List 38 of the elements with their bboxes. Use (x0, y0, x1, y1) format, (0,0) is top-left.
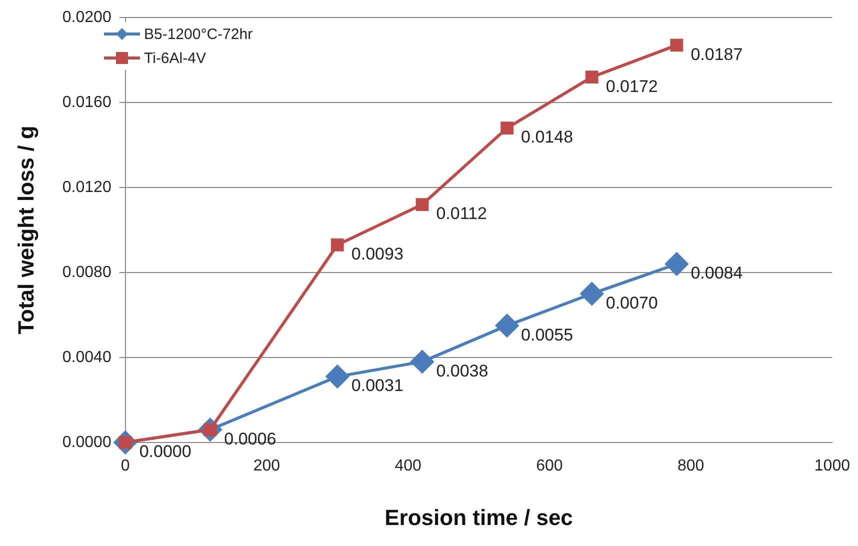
legend-label: B5-1200°C-72hr (144, 26, 253, 42)
x-tick-label: 0 (120, 457, 130, 474)
y-tick-label: 0.0080 (62, 264, 112, 281)
point (585, 70, 598, 84)
data-label: 0.0093 (351, 244, 404, 264)
x-tick-label: 200 (253, 457, 280, 474)
data-label: 0.0038 (436, 361, 488, 380)
point (670, 38, 684, 52)
data-label: 0.0112 (436, 204, 487, 224)
x-tick-label: 1000 (814, 457, 850, 474)
data-label: 0.0084 (690, 264, 743, 283)
point (496, 314, 519, 338)
y-tick-label: 0.0120 (62, 178, 112, 196)
data-label: 0.0172 (606, 76, 658, 96)
legend-label: Ti-6Al-4V (144, 50, 206, 66)
point (580, 282, 604, 306)
point (665, 252, 688, 276)
point (500, 122, 514, 134)
y-tick-label: 0.0000 (62, 434, 112, 451)
y-tick-label: 0.0160 (62, 94, 112, 111)
point (410, 350, 434, 374)
point (326, 365, 349, 388)
x-tick-label: 600 (536, 457, 563, 474)
x-tick-label: 400 (394, 457, 422, 474)
y-tick-label: 0.0200 (62, 9, 112, 26)
point (330, 238, 344, 252)
data-label: 0.0006 (224, 429, 276, 448)
data-label: 0.0000 (139, 442, 192, 462)
data-label: 0.0055 (521, 325, 574, 344)
x-tick-label: 800 (677, 457, 704, 474)
data-label: 0.0031 (351, 376, 404, 396)
point (416, 198, 429, 211)
x-axis-title: Erosion time / sec (384, 504, 573, 530)
data-label: 0.0148 (521, 128, 574, 147)
data-label: 0.0070 (606, 293, 658, 312)
y-tick-label: 0.0040 (62, 348, 112, 366)
y-axis-title: Total weight loss / g (13, 126, 38, 334)
data-label: 0.0187 (690, 44, 743, 64)
